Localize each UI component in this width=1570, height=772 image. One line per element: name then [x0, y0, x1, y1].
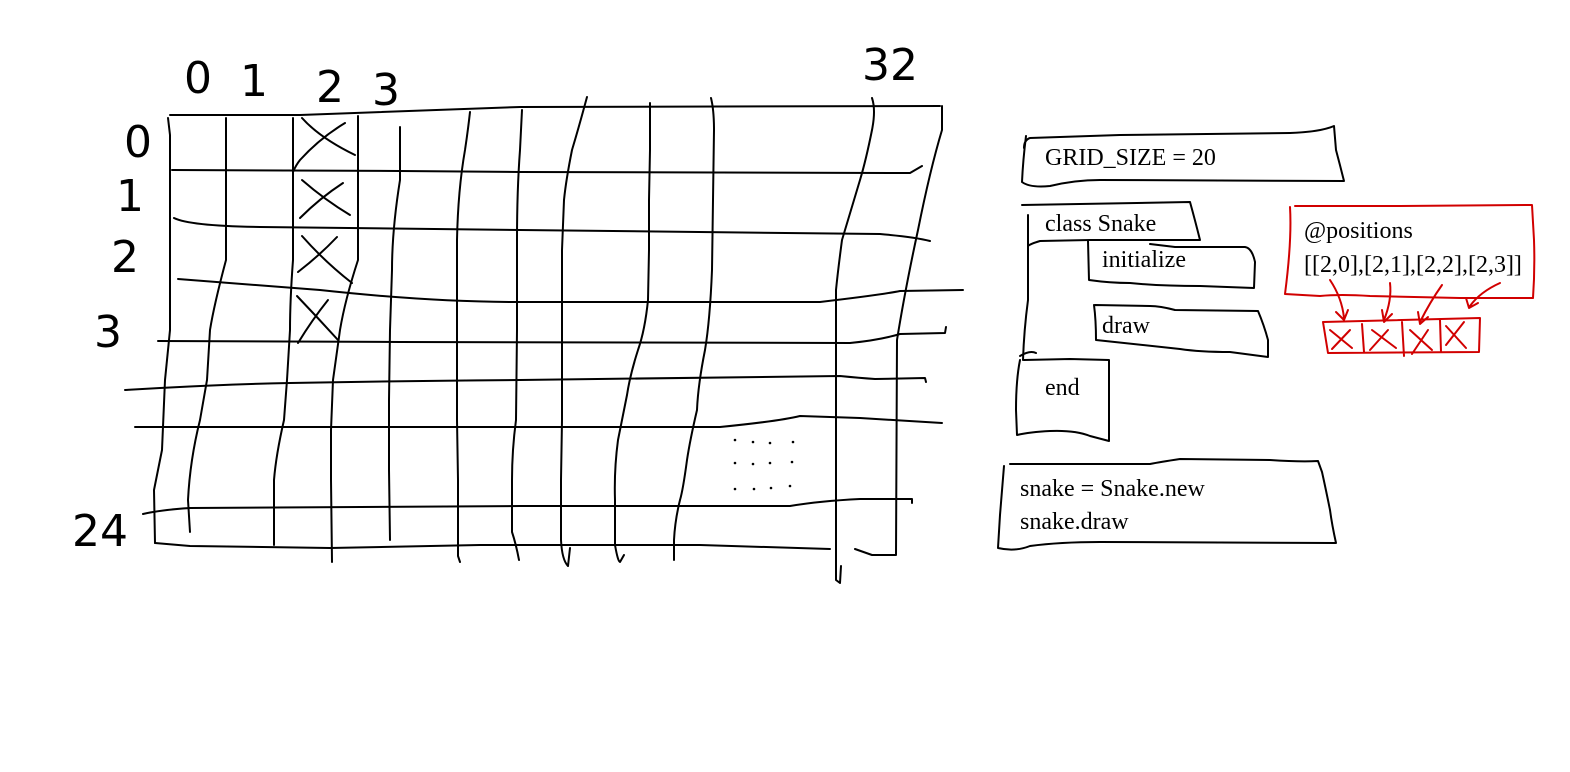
grid-row-line — [157, 326, 947, 344]
end-box — [1015, 358, 1110, 442]
grid-right-border — [854, 105, 943, 556]
grid-col-line — [673, 97, 715, 561]
row-label-0: 0 — [124, 117, 152, 168]
x-mark-icon — [1329, 329, 1353, 350]
grid-col-line — [187, 117, 227, 533]
usage-draw-text: snake.draw — [1020, 509, 1129, 535]
x-mark-icon — [1409, 329, 1433, 355]
code-sketch: GRID_SIZE = 20 class Snake initialize dr… — [997, 125, 1345, 551]
col-label-last: 32 — [862, 40, 918, 91]
grid-col-line — [613, 102, 651, 563]
class-decl-text: class Snake — [1045, 211, 1156, 237]
grid-row-line — [142, 498, 913, 515]
grid-bottom-border — [154, 542, 831, 550]
row-label-2: 2 — [111, 232, 139, 283]
x-mark-icon — [297, 235, 353, 284]
x-mark-icon — [299, 179, 351, 219]
arrow-icon — [1381, 282, 1393, 323]
x-mark-icon — [1445, 321, 1467, 349]
grid-size-box — [1021, 125, 1345, 188]
draw-box — [1093, 304, 1269, 358]
col-label-3: 3 — [372, 65, 400, 116]
grid-row-line — [177, 278, 964, 303]
col-label-0: 0 — [184, 53, 212, 104]
class-block-bracket — [1019, 201, 1201, 361]
grid-col-line — [388, 126, 401, 541]
positions-box — [1284, 204, 1536, 299]
positions-name-text: @positions — [1304, 218, 1413, 244]
grid-col-line — [835, 97, 875, 584]
col-label-2: 2 — [316, 62, 344, 113]
arrow-icon — [1329, 279, 1349, 321]
end-text: end — [1045, 375, 1080, 401]
initialize-box — [1087, 240, 1256, 289]
usage-box — [997, 458, 1337, 551]
grid-row-line — [171, 165, 923, 174]
positions-annotation: @positions [[2,0],[2,1],[2,2],[2,3]] — [1284, 204, 1536, 357]
grid-left-border — [153, 117, 171, 544]
grid-row-line — [124, 375, 927, 391]
grid-row-line — [134, 415, 943, 428]
initialize-text: initialize — [1102, 247, 1186, 273]
positions-value-text: [[2,0],[2,1],[2,2],[2,3]] — [1304, 252, 1522, 278]
arrow-icon — [1465, 282, 1501, 309]
grid-col-line — [330, 115, 359, 563]
grid-col-line — [456, 111, 471, 563]
grid-top-border — [169, 105, 941, 116]
snake-cell-marks — [292, 117, 356, 344]
x-mark-icon — [1369, 329, 1397, 351]
col-label-1: 1 — [240, 56, 268, 107]
positions-cells — [1322, 317, 1481, 357]
grid-size-text: GRID_SIZE = 20 — [1045, 145, 1216, 171]
snake-grid: 0 1 2 3 32 0 1 2 3 24 — [72, 40, 964, 584]
usage-new-text: snake = Snake.new — [1020, 476, 1205, 502]
grid-col-line — [511, 109, 523, 561]
draw-text: draw — [1102, 313, 1151, 339]
row-label-1: 1 — [116, 171, 144, 222]
continuation-dots — [733, 438, 795, 491]
x-mark-icon — [292, 117, 356, 173]
x-mark-icon — [296, 295, 339, 344]
grid-col-line — [560, 96, 588, 567]
row-label-3: 3 — [94, 307, 122, 358]
grid-col-line — [273, 117, 294, 546]
row-label-last: 24 — [72, 506, 128, 557]
grid-row-line — [173, 217, 931, 242]
